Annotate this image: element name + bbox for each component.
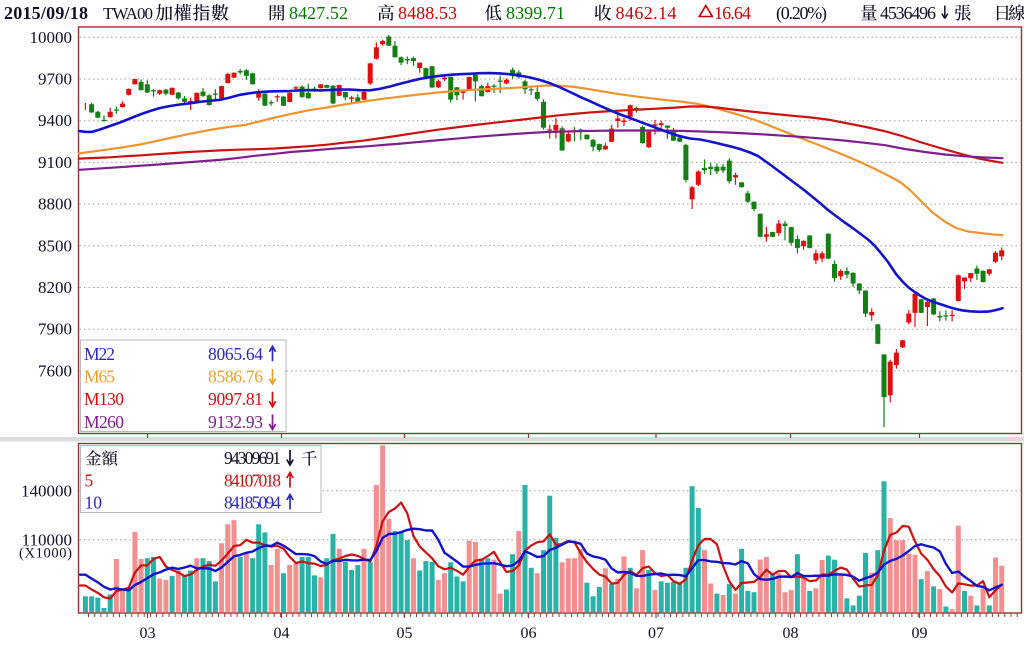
svg-text:8462.14: 8462.14 <box>616 3 677 23</box>
svg-text:M130: M130 <box>84 389 124 409</box>
svg-text:2015/09/18: 2015/09/18 <box>4 3 88 23</box>
svg-text:10000: 10000 <box>30 28 73 47</box>
svg-text:10: 10 <box>85 493 103 513</box>
svg-text:M65: M65 <box>84 367 115 387</box>
svg-text:7900: 7900 <box>38 320 72 339</box>
svg-text:84107018: 84107018 <box>224 471 281 491</box>
svg-text:08: 08 <box>783 625 799 642</box>
svg-text:9097.81: 9097.81 <box>208 389 263 409</box>
svg-text:04: 04 <box>274 625 290 642</box>
svg-text:07: 07 <box>648 625 664 642</box>
svg-text:94309691: 94309691 <box>224 448 281 468</box>
svg-text:9700: 9700 <box>38 70 72 89</box>
svg-text:8800: 8800 <box>38 195 72 214</box>
svg-text:110000: 110000 <box>22 530 72 549</box>
svg-text:8500: 8500 <box>38 236 72 255</box>
svg-text:9400: 9400 <box>38 111 72 130</box>
svg-text:7600: 7600 <box>38 361 72 380</box>
svg-text:8488.53: 8488.53 <box>398 3 457 23</box>
svg-text:9100: 9100 <box>38 153 72 172</box>
svg-text:09: 09 <box>912 625 928 642</box>
svg-text:16.64: 16.64 <box>714 3 751 23</box>
svg-text:8065.64: 8065.64 <box>208 344 263 364</box>
svg-text:06: 06 <box>521 625 537 642</box>
svg-text:8200: 8200 <box>38 278 72 297</box>
svg-text:4536496: 4536496 <box>880 3 936 23</box>
svg-text:84185094: 84185094 <box>224 493 281 513</box>
svg-text:8427.52: 8427.52 <box>289 3 348 23</box>
svg-text:05: 05 <box>397 625 413 642</box>
svg-text:(0.20%): (0.20%) <box>776 3 827 24</box>
svg-text:M22: M22 <box>84 344 115 364</box>
svg-text:9132.93: 9132.93 <box>208 412 263 432</box>
svg-text:TWA00: TWA00 <box>103 4 153 23</box>
svg-text:03: 03 <box>140 625 156 642</box>
svg-text:8399.71: 8399.71 <box>506 3 565 23</box>
svg-text:5: 5 <box>85 471 94 491</box>
svg-text:8586.76: 8586.76 <box>208 367 263 387</box>
svg-text:140000: 140000 <box>21 481 72 500</box>
svg-text:M260: M260 <box>84 412 124 432</box>
svg-text:(X1000): (X1000) <box>19 546 72 562</box>
